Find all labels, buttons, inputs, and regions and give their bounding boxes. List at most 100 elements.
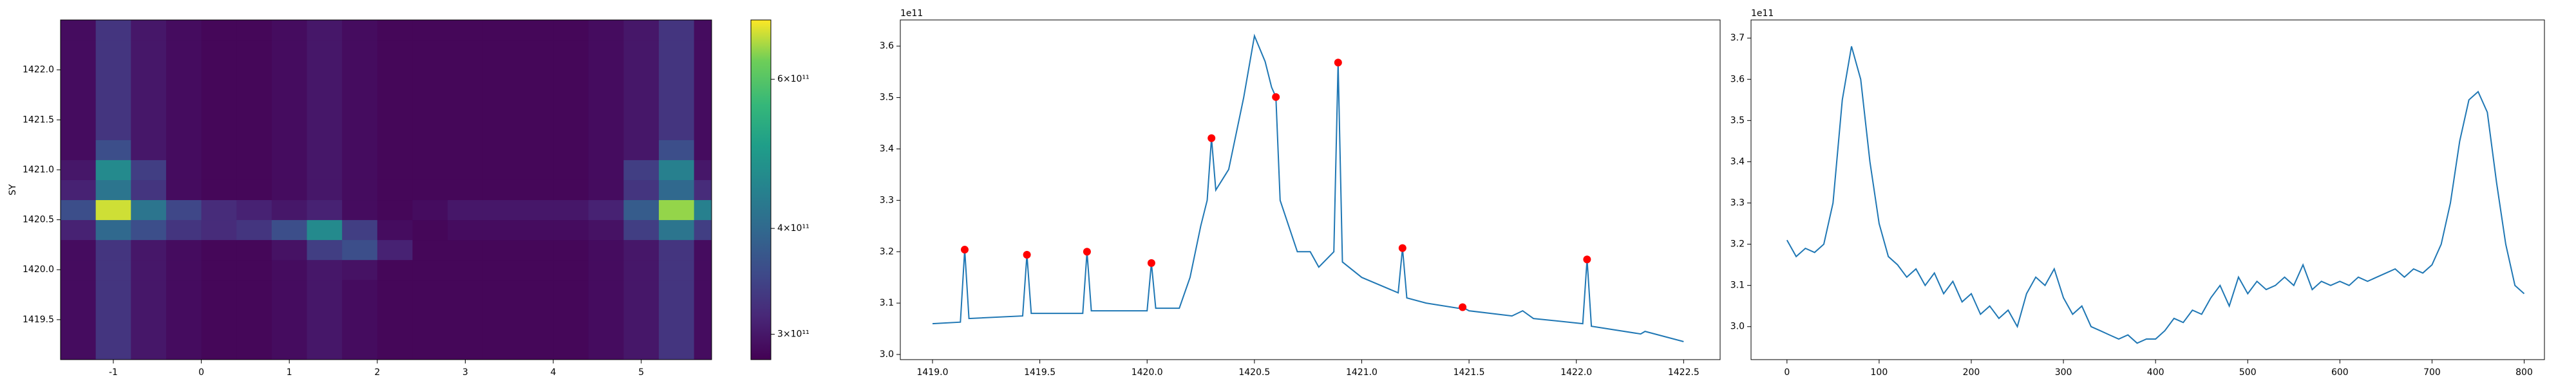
peak-marker bbox=[1023, 251, 1031, 259]
heatmap-cell bbox=[307, 319, 343, 340]
heatmap-cell bbox=[236, 140, 272, 160]
heatmap-cell bbox=[236, 60, 272, 80]
heatmap-cell bbox=[448, 40, 484, 60]
heatmap-cell bbox=[412, 120, 448, 140]
heatmap-cell bbox=[518, 219, 554, 241]
heatmap-cell bbox=[694, 279, 712, 300]
heatmap-cell bbox=[482, 80, 518, 100]
heatmap-cell bbox=[482, 40, 518, 60]
heatmap-cell bbox=[623, 160, 659, 180]
heatmap-cell bbox=[271, 239, 308, 261]
heatmap-cell bbox=[518, 160, 554, 180]
heatmap-cell bbox=[307, 219, 343, 241]
heatmap-cell bbox=[553, 40, 589, 60]
heatmap-cell bbox=[61, 80, 97, 100]
heatmap-cell bbox=[271, 60, 308, 80]
heatmap-cell bbox=[95, 20, 131, 41]
heatmap-cell bbox=[342, 179, 378, 201]
heatmap-cell bbox=[659, 140, 695, 160]
y-tick-label: 3.1 bbox=[880, 298, 894, 308]
heatmap-cell bbox=[694, 120, 712, 140]
heatmap-cell bbox=[553, 199, 589, 221]
heatmap-cell bbox=[342, 140, 378, 160]
heatmap-cell bbox=[482, 339, 518, 360]
heatmap-cell bbox=[412, 60, 448, 80]
x-tick-label: 1422.0 bbox=[1560, 367, 1592, 378]
colorbar bbox=[751, 20, 771, 360]
heatmap-cell bbox=[623, 60, 659, 80]
heatmap-cell bbox=[588, 140, 624, 160]
heatmap-cell bbox=[166, 80, 202, 100]
heatmap-cell bbox=[61, 60, 97, 80]
heatmap-cell bbox=[95, 319, 131, 340]
heatmap-cell bbox=[201, 239, 237, 261]
heatmap-cell bbox=[236, 179, 272, 201]
heatmap-cell bbox=[482, 199, 518, 221]
heatmap-cell bbox=[518, 60, 554, 80]
heatmap-cell bbox=[518, 259, 554, 280]
heatmap-cell bbox=[95, 239, 131, 261]
y-tick-label: 3.4 bbox=[1730, 156, 1745, 167]
heatmap-cell bbox=[377, 120, 413, 140]
heatmap-cell bbox=[448, 279, 484, 300]
heatmap-cell bbox=[412, 339, 448, 360]
peak-marker bbox=[960, 246, 969, 254]
heatmap-cell bbox=[166, 179, 202, 201]
heatmap-cell bbox=[236, 259, 272, 280]
heatmap-cell bbox=[518, 319, 554, 340]
heatmap-cell bbox=[553, 100, 589, 120]
heatmap-cell bbox=[659, 299, 695, 320]
heatmap-cell bbox=[131, 120, 167, 140]
heatmap-cell bbox=[623, 339, 659, 360]
heatmap-cell bbox=[236, 120, 272, 140]
heatmap-cell bbox=[307, 120, 343, 140]
heatmap-cell bbox=[236, 239, 272, 261]
heatmap-cell bbox=[271, 120, 308, 140]
heatmap-cell bbox=[448, 299, 484, 320]
heatmap-cell bbox=[61, 160, 97, 180]
heatmap-cell bbox=[518, 20, 554, 41]
heatmap-cell bbox=[659, 319, 695, 340]
heatmap-cell bbox=[623, 40, 659, 60]
heatmap-cell bbox=[623, 219, 659, 241]
heatmap-cell bbox=[377, 239, 413, 261]
heatmap-cell bbox=[553, 120, 589, 140]
heatmap-cell bbox=[307, 339, 343, 360]
heatmap-cell bbox=[342, 239, 378, 261]
heatmap-cell bbox=[659, 339, 695, 360]
heatmap-cell bbox=[166, 219, 202, 241]
heatmap-cell bbox=[694, 319, 712, 340]
heatmap-cell bbox=[588, 120, 624, 140]
heatmap-cell bbox=[412, 179, 448, 201]
heatmap-cell bbox=[61, 319, 97, 340]
heatmap-cell bbox=[236, 160, 272, 180]
heatmap-cell bbox=[694, 239, 712, 261]
heatmap-cell bbox=[342, 40, 378, 60]
heatmap-cell bbox=[377, 319, 413, 340]
heatmap-cell bbox=[659, 160, 695, 180]
x-tick-label: 5 bbox=[638, 367, 644, 378]
peak-marker bbox=[1398, 244, 1406, 252]
y-tick-label: 3.6 bbox=[880, 41, 894, 51]
heatmap-cell bbox=[412, 239, 448, 261]
heatmap-cell bbox=[201, 339, 237, 360]
heatmap-cell bbox=[236, 40, 272, 60]
heatmap-cell bbox=[623, 199, 659, 221]
heatmap-cell bbox=[377, 199, 413, 221]
heatmap-cell bbox=[412, 80, 448, 100]
y-tick-label: 3.1 bbox=[1730, 280, 1745, 291]
y-tick-label: 3.2 bbox=[880, 246, 894, 257]
heatmap-cell bbox=[342, 299, 378, 320]
heatmap-cell bbox=[482, 319, 518, 340]
heatmap-cell bbox=[342, 339, 378, 360]
heatmap-cell bbox=[588, 20, 624, 41]
heatmap-cell bbox=[307, 299, 343, 320]
heatmap-cell bbox=[482, 259, 518, 280]
axes-frame bbox=[1750, 19, 2545, 360]
heatmap-cell bbox=[448, 120, 484, 140]
heatmap-cell bbox=[518, 120, 554, 140]
x-tick-label: 1420.0 bbox=[1132, 367, 1163, 378]
axes-frame bbox=[60, 19, 712, 360]
heatmap-cell bbox=[271, 80, 308, 100]
heatmap-cell bbox=[61, 20, 97, 41]
